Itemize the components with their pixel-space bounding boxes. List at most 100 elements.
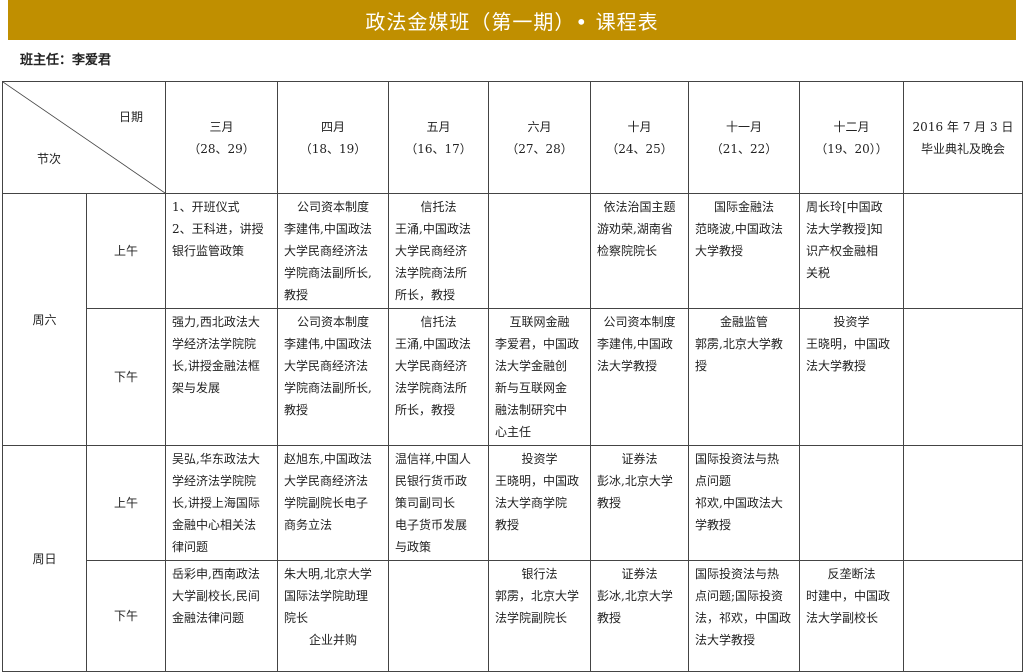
course-line: 李建伟,中国政 (597, 337, 673, 351)
course-line: 新与互联网金 (495, 381, 568, 395)
course-line: 民银行货币政 (395, 474, 468, 488)
period-label: 上午 (86, 193, 166, 309)
course-line: 学教授 (695, 518, 732, 532)
course-line: 电子货币发展 (395, 518, 468, 532)
course-line: 大学教授 (695, 244, 744, 258)
course-title: 投资学 (833, 315, 870, 329)
column-month: 四月 (320, 119, 345, 134)
course-cell (488, 193, 591, 309)
course-line: 融法制研究中 (495, 403, 568, 417)
course-line: 法大学教授]知 (806, 222, 883, 236)
course-cell: 银行法 郭雳，北京大学 法学院副院长 (488, 560, 591, 672)
course-cell: 1、开班仪式 2、王科进，讲授 银行监管政策 (165, 193, 278, 309)
course-line: 王晓明，中国政 (806, 337, 891, 351)
course-line: 银行监管政策 (172, 244, 245, 258)
course-cell: 互联网金融 李爱君，中国政 法大学金融创 新与互联网金 融法制研究中 心主任 (488, 308, 591, 446)
course-line: 周长玲[中国政 (806, 200, 883, 214)
course-cell: 证券法 彭冰,北京大学 教授 (590, 560, 689, 672)
period-label: 上午 (86, 445, 166, 561)
course-line: 李建伟,中国政法 (284, 222, 372, 236)
course-line: 大学民商经济 (395, 244, 468, 258)
column-days: （24、25） (606, 141, 673, 156)
table-row: 下午 岳彩申,西南政法 大学副校长,民间 金融法律问题 朱大明,北京大学 国际法学院助理院… (3, 560, 1023, 672)
course-line: 识产权金融相 (806, 244, 879, 258)
course-line: 王涌,中国政法 (395, 222, 471, 236)
course-line: 金融中心相关法 (172, 518, 257, 532)
head-teacher: 班主任：李爱君 (20, 53, 112, 68)
column-month: 十二月 (833, 119, 870, 134)
course-line: 长,讲授金融法框 (172, 359, 260, 373)
course-title: 证券法 (621, 452, 658, 466)
period-label: 下午 (86, 560, 166, 672)
course-line: 策司副司长 (395, 496, 456, 510)
course-line: 学经济法学院院 (172, 474, 257, 488)
course-cell (903, 560, 1023, 672)
date-label: 日期 (118, 110, 143, 124)
column-days: （16、17） (405, 141, 472, 156)
course-line: 所长，教授 (395, 288, 456, 302)
course-line: 法学院商法所 (395, 266, 468, 280)
course-line: 学经济法学院院 (172, 337, 257, 351)
course-cell: 信托法 王涌,中国政法 大学民商经济 法学院商法所 所长，教授 (388, 308, 489, 446)
course-line: 赵旭东,中国政法 (284, 452, 372, 466)
course-line: 法大学教授 (695, 633, 756, 647)
header-row: 日期 节次 三月 （28、29） 四月 （18、19） 五月 （16、17） 六月 （27、2… (2, 81, 1023, 194)
course-line: 大学民商经济法 (284, 474, 369, 488)
column-month: 五月 (426, 119, 451, 134)
corner-header: 日期 节次 (2, 81, 166, 194)
course-line: 点问题;国际投资 (695, 589, 784, 603)
course-cell: 赵旭东,中国政法 大学民商经济法 学院副院长电子 商务立法 (277, 445, 389, 561)
course-line: 心主任 (495, 425, 532, 439)
column-days: （19、20）） (815, 141, 888, 156)
column-header: 十一月 （21、22） (688, 81, 800, 194)
course-cell: 公司资本制度 李建伟,中国政法 大学民商经济法 学院商法副所长, 教授 (277, 308, 389, 446)
course-line: 祁欢,中国政法大 (695, 496, 783, 510)
course-cell: 岳彩申,西南政法 大学副校长,民间 金融法律问题 (165, 560, 278, 672)
course-line: 国际投资法与热 (695, 567, 780, 581)
course-title: 国际金融法 (713, 200, 774, 214)
course-cell: 投资学 王晓明，中国政 法大学教授 (799, 308, 904, 446)
course-line: 授 (695, 359, 708, 373)
course-title: 投资学 (521, 452, 558, 466)
column-header: 五月 （16、17） (388, 81, 489, 194)
course-title: 互联网金融 (509, 315, 570, 329)
course-line: 1、开班仪式 (172, 200, 240, 214)
course-line: 法学院商法所 (395, 381, 468, 395)
course-line: 法大学金融创 (495, 359, 568, 373)
day-label: 周六 (2, 193, 87, 446)
course-cell: 证券法 彭冰,北京大学 教授 (590, 445, 689, 561)
course-title: 金融监管 (719, 315, 768, 329)
course-cell: 反垄断法 时建中，中国政 法大学副校长 (799, 560, 904, 672)
course-cell (903, 445, 1023, 561)
course-title: 公司资本制度 (603, 315, 676, 329)
table-row: 下午 强力,西北政法大 学经济法学院院 长,讲授金融法框 架与发展 公司资本制度 李建伟,中… (3, 308, 1023, 446)
course-line: 郭雳，北京大学 (495, 589, 580, 603)
session-label: 节次 (37, 152, 62, 166)
course-cell: 金融监管郭雳,北京大学教授 (688, 308, 800, 446)
column-month: 2016 年 7 月 3 日 (912, 119, 1014, 134)
course-line: 院长 (284, 611, 309, 625)
course-title: 企业并购 (308, 633, 357, 647)
course-line: 大学民商经济法 (284, 359, 369, 373)
column-month: 十月 (627, 119, 652, 134)
course-cell: 依法治国主题 游劝荣,湖南省 检察院院长 (590, 193, 689, 309)
course-line: 王晓明，中国政 (495, 474, 580, 488)
course-title: 公司资本制度 (296, 315, 369, 329)
course-title: 公司资本制度 (296, 200, 369, 214)
course-line: 学院商法副所长, (284, 266, 372, 280)
course-line: 彭冰,北京大学 (597, 474, 673, 488)
course-line: 检察院院长 (597, 244, 658, 258)
column-month: 六月 (527, 119, 552, 134)
course-line: 法大学教授 (597, 359, 658, 373)
course-line: 商务立法 (284, 518, 333, 532)
course-line: 大学民商经济 (395, 359, 468, 373)
course-cell (388, 560, 489, 672)
course-line: 关税 (806, 266, 831, 280)
course-line: 律问题 (172, 540, 209, 554)
course-line: 学院商法副所长, (284, 381, 372, 395)
schedule-table: 日期 节次 三月 （28、29） 四月 （18、19） 五月 （16、17） 六月 （27、2… (2, 81, 1023, 672)
course-line: 郭雳,北京大学教 (695, 337, 783, 351)
period-label: 下午 (86, 308, 166, 446)
course-line: 范晓波,中国政法 (695, 222, 783, 236)
course-title: 信托法 (420, 315, 457, 329)
